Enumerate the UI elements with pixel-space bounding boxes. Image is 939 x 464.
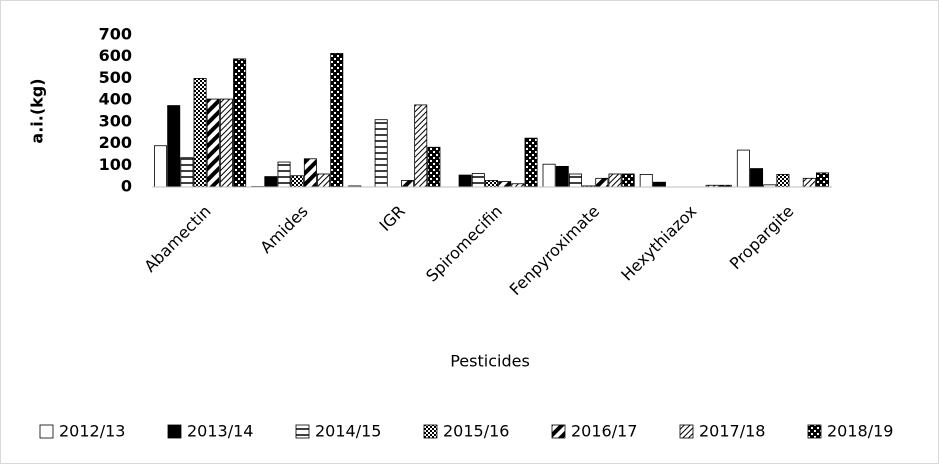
legend-label: 2018/19 [827,422,893,441]
legend-swatch [39,424,54,439]
legend-swatch [551,424,566,439]
legend-label: 2016/17 [571,422,637,441]
bar [652,181,666,188]
bar [193,78,207,188]
bar [621,173,635,188]
bar [401,180,415,188]
bar [639,174,653,188]
bar [374,119,388,188]
bar [555,165,569,188]
bar [498,181,512,188]
legend-label: 2012/13 [59,422,125,441]
y-tick-label: 200 [99,133,132,152]
y-tick-label: 300 [99,111,132,130]
bar [750,168,764,188]
bar [568,173,582,188]
legend-swatch [423,424,438,439]
bar [264,176,278,188]
bar [317,173,331,188]
bar [206,98,220,188]
y-tick-label: 500 [99,68,132,87]
legend-label: 2014/15 [315,422,381,441]
bar [471,173,485,188]
bar [154,145,168,188]
bar [303,158,317,188]
bar [485,180,498,188]
y-tick-label: 0 [121,177,132,196]
bar [427,146,441,188]
bar [233,58,247,188]
bar [802,177,816,188]
legend-swatch [679,424,694,439]
legend-swatch [807,424,822,439]
legend-label: 2017/18 [699,422,765,441]
bar [330,53,344,188]
bar [219,98,233,188]
bar [277,161,291,188]
bar [180,157,194,188]
bar [736,149,750,188]
legend-swatch [295,424,310,439]
bar [815,172,829,188]
y-axis-label: a.i.(kg) [28,78,47,143]
y-tick-label: 400 [99,90,132,109]
bar [290,175,304,188]
bar [595,177,609,188]
legend-label: 2015/16 [443,422,509,441]
bar [414,104,428,188]
bar [542,163,556,188]
y-tick-label: 600 [99,46,132,65]
bar [776,174,790,188]
bar [167,105,181,188]
legend-swatch [167,424,182,439]
bar [458,174,472,188]
x-axis-label: Pesticides [450,352,530,371]
bar [608,173,622,188]
bar [524,137,538,188]
y-tick-label: 100 [99,155,132,174]
y-tick-label: 700 [99,25,132,44]
legend-label: 2013/14 [187,422,253,441]
